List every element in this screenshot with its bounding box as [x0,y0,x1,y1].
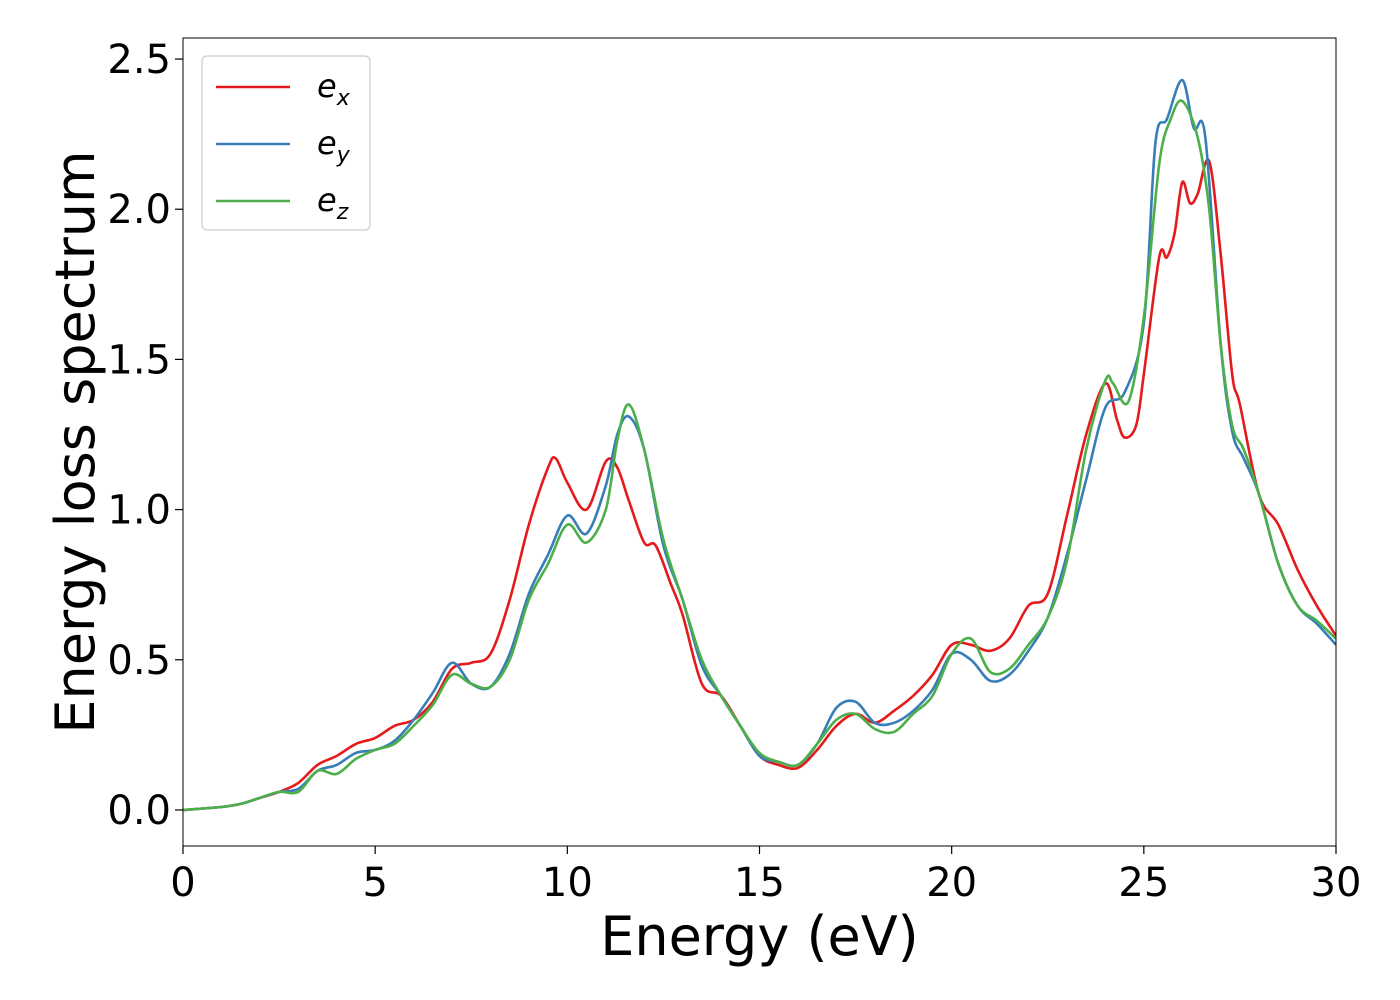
legend-label-ez: ez [317,181,349,225]
x-tick-label: 30 [1311,860,1362,906]
axis-ticks: 0 5 10 15 20 25 30 0.0 0.5 1.0 1.5 2.0 2.5 [107,37,1361,906]
x-tick-label: 5 [362,860,387,906]
y-tick-label: 2.0 [107,187,171,233]
legend: ex ey ez [201,55,371,231]
series-line-ex [183,158,1336,812]
legend-label-ex: ex [317,67,351,111]
x-tick-label: 25 [1118,860,1169,906]
y-tick-label: 2.5 [107,37,171,83]
x-tick-label: 10 [542,860,593,906]
x-tick-label: 0 [170,860,195,906]
y-tick-label: 1.5 [107,337,171,383]
x-tick-label: 15 [734,860,785,906]
y-tick-label: 0.5 [107,638,171,684]
y-axis-label: Energy loss spectrum [44,150,107,733]
y-tick-label: 1.0 [107,488,171,534]
legend-label-ey: ey [317,124,351,168]
y-tick-label: 0.0 [107,788,171,834]
x-tick-label: 20 [926,860,977,906]
plot-area [183,78,1336,812]
axes-frame [182,37,1337,847]
series-line-ez [183,99,1336,812]
x-axis-label: Energy (eV) [600,905,919,968]
